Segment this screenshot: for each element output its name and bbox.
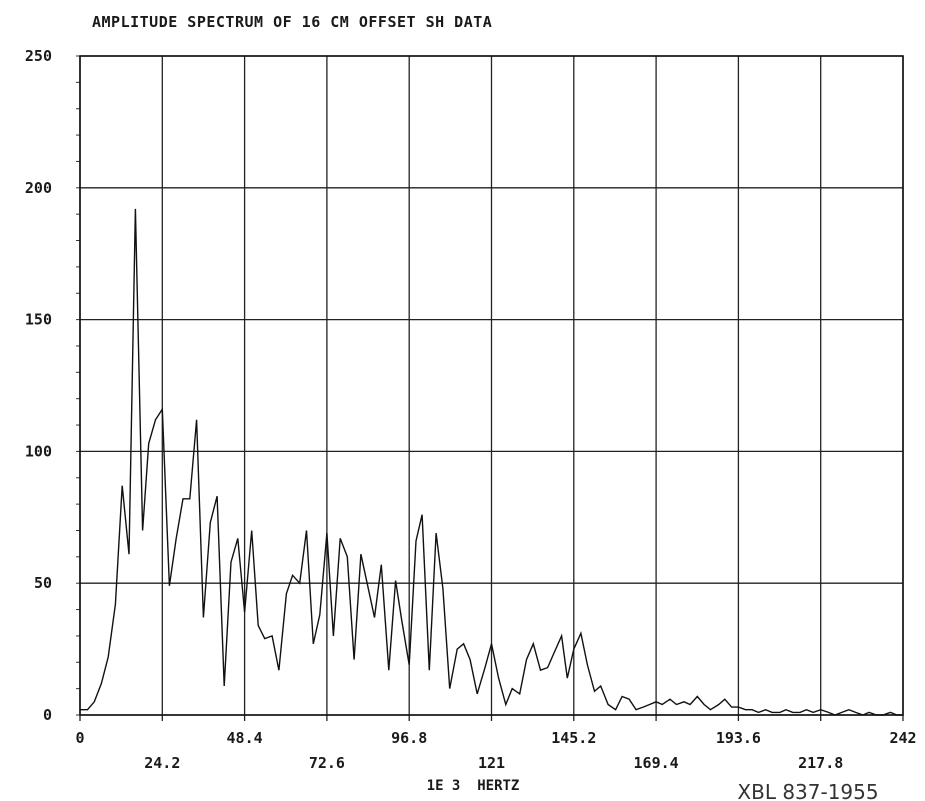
plot-grid — [76, 56, 903, 721]
y-tick-label: 150 — [25, 311, 52, 329]
y-tick-label: 0 — [43, 706, 52, 724]
y-tick-label: 200 — [25, 179, 52, 197]
x-tick-label: 193.6 — [716, 729, 761, 747]
y-tick-label: 50 — [34, 574, 52, 592]
chart-title: AMPLITUDE SPECTRUM OF 16 CM OFFSET SH DA… — [92, 13, 492, 31]
x-tick-label: 0 — [75, 729, 84, 747]
x-tick-label: 24.2 — [144, 754, 180, 772]
figure-id-stamp: XBL 837-1955 — [737, 780, 878, 801]
x-axis-ticks: 0 24.2 48.4 72.6 96.8 121 145.2 169.4 193.6 217.8… — [75, 729, 916, 772]
y-axis-ticks: 0 50 100 150 200 250 — [25, 47, 52, 724]
x-tick-label: 121 — [478, 754, 505, 772]
y-tick-label: 250 — [25, 47, 52, 65]
x-tick-label: 48.4 — [227, 729, 263, 747]
x-axis-label: 1E 3 HERTZ — [427, 778, 520, 794]
x-tick-label: 96.8 — [391, 729, 427, 747]
x-tick-label: 242 — [889, 729, 916, 747]
x-tick-label: 72.6 — [309, 754, 345, 772]
x-tick-label: 145.2 — [551, 729, 596, 747]
y-tick-label: 100 — [25, 442, 52, 460]
x-tick-label: 217.8 — [798, 754, 843, 772]
x-tick-label: 169.4 — [634, 754, 679, 772]
